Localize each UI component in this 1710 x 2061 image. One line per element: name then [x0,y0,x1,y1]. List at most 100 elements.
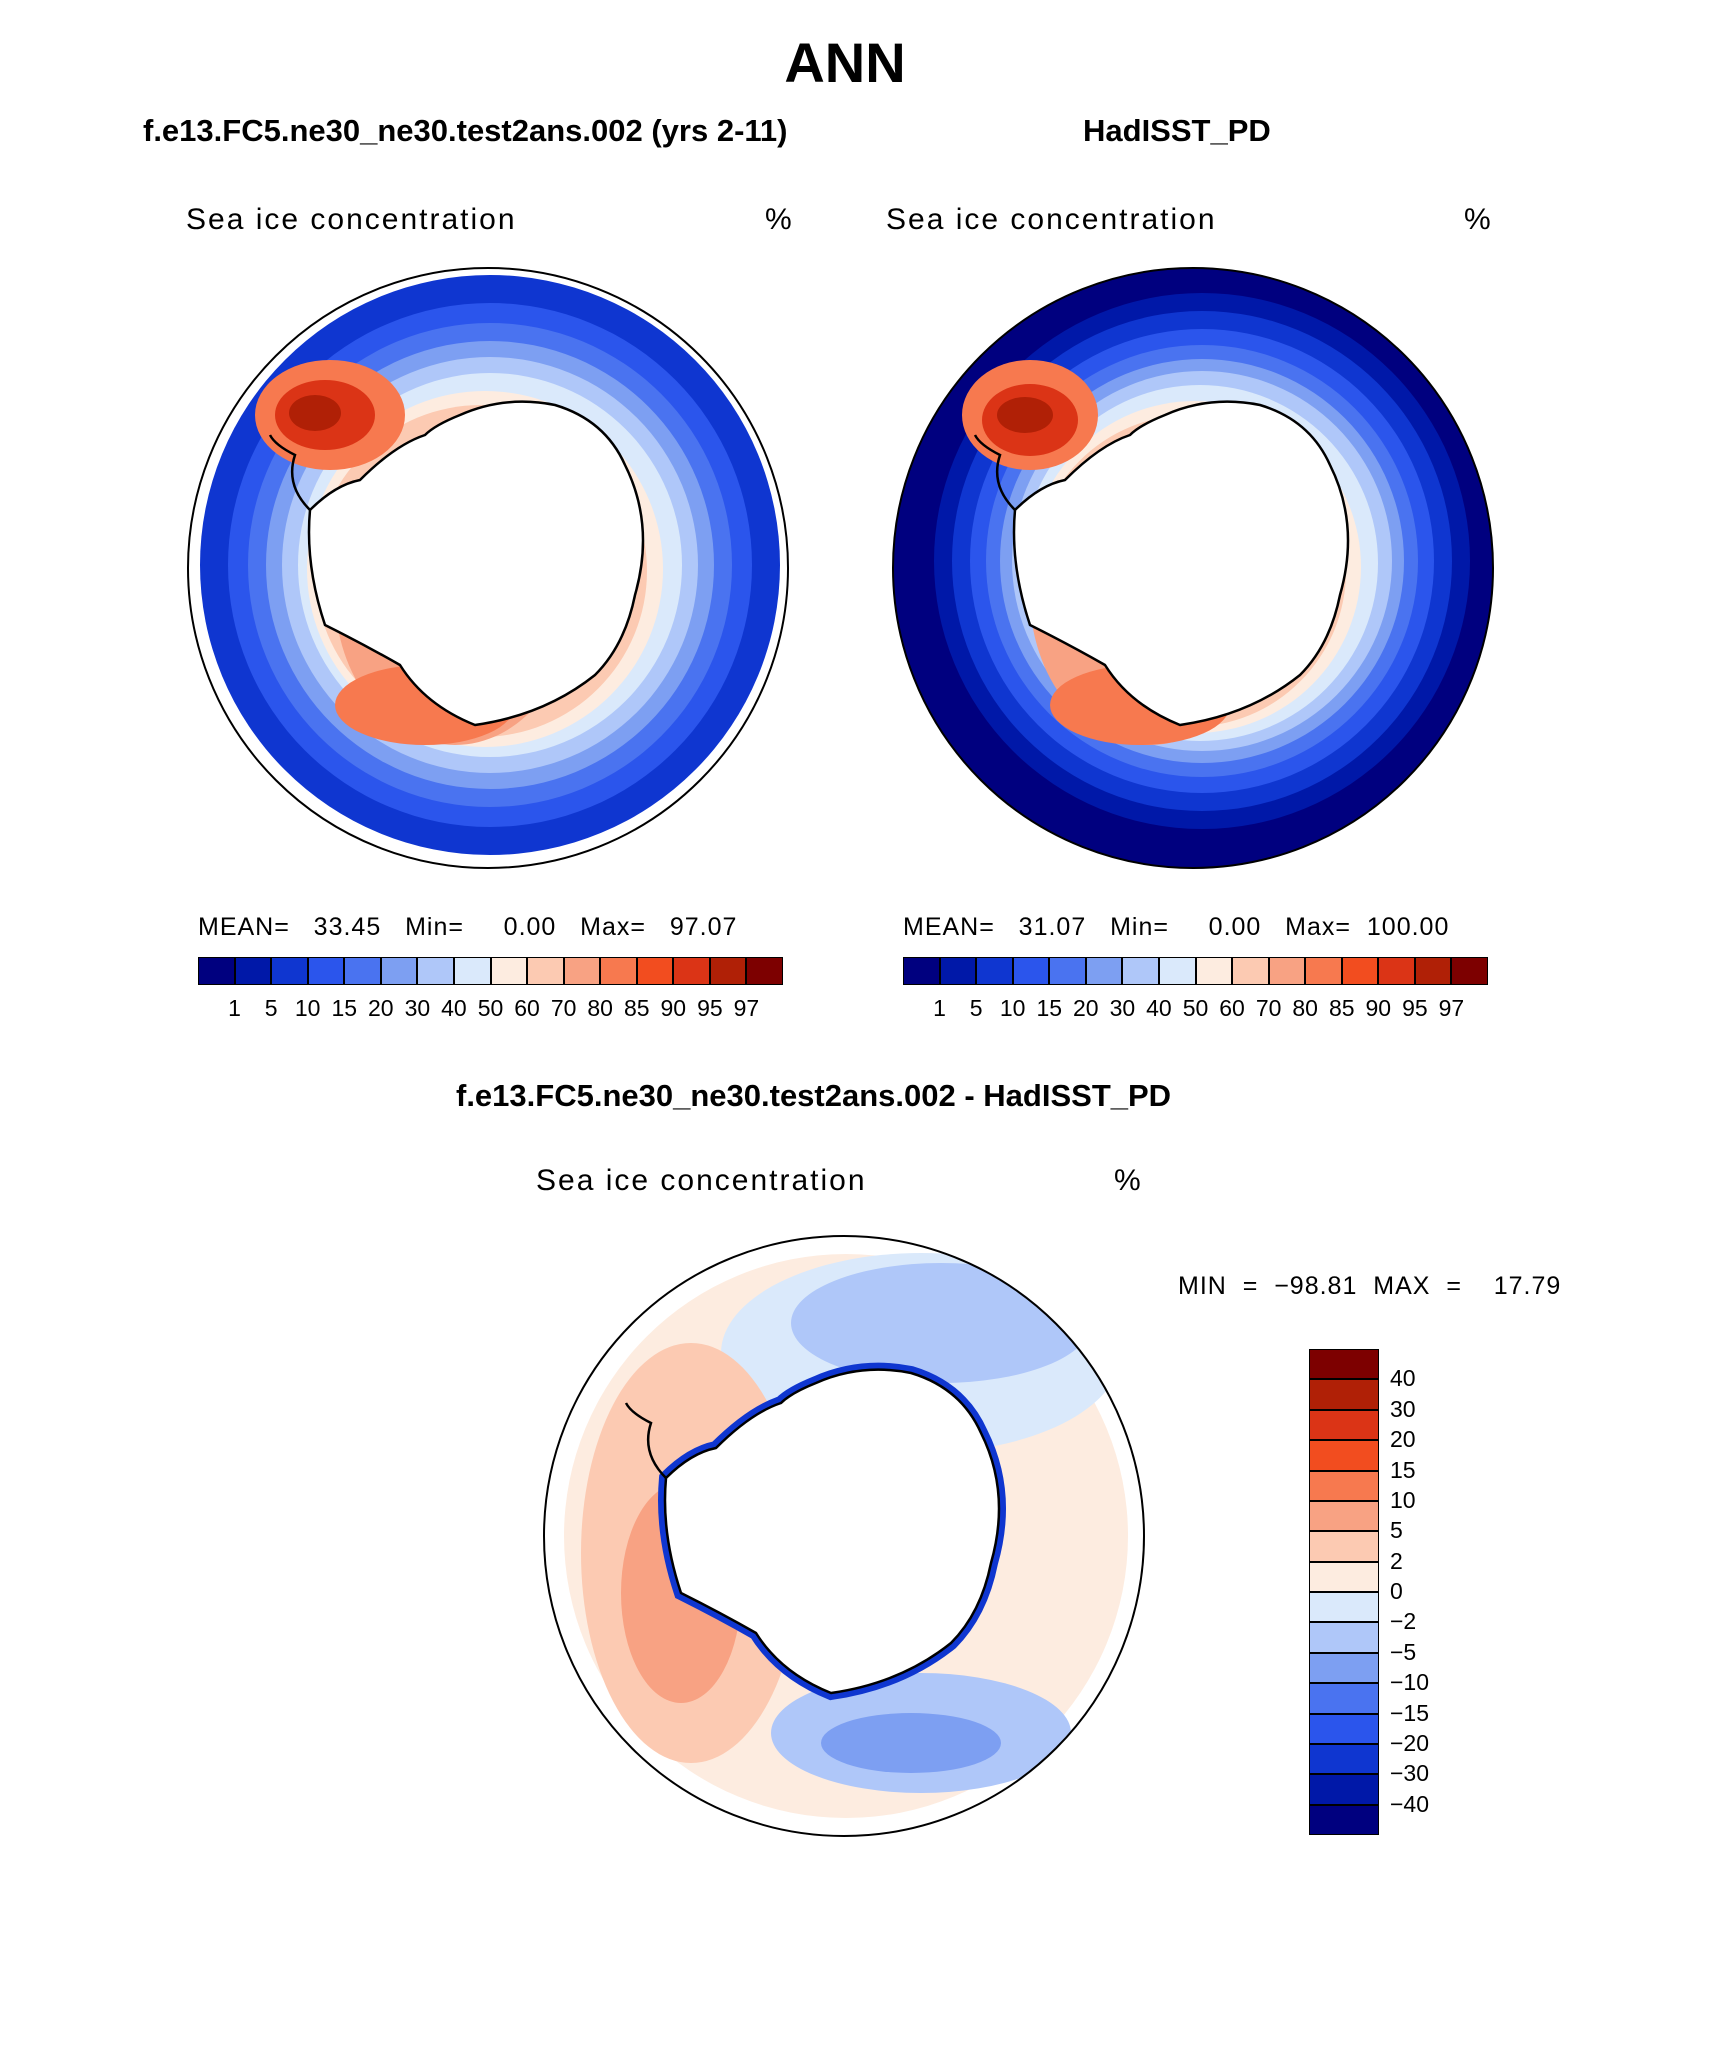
obs-colorbar-swatch [903,957,940,985]
model-colorbar-swatch [673,957,710,985]
diff-units-label: % [1114,1164,1143,1197]
diff-colorbar-swatch [1309,1409,1379,1441]
model-colorbar-tick-label: 15 [331,995,358,1021]
diff-colorbar-tick-label: 5 [1390,1517,1403,1544]
model-panel-heading: f.e13.FC5.ne30_ne30.test2ans.002 (yrs 2-… [143,113,788,148]
model-colorbar-tick-label: 1 [228,995,241,1021]
obs-colorbar-tick-label: 60 [1219,995,1245,1021]
model-colorbar-swatch [490,957,528,985]
model-colorbar-tick-label: 97 [733,995,760,1021]
diff-colorbar-swatch [1309,1531,1379,1562]
model-colorbar-tick-label: 30 [404,995,431,1021]
diff-colorbar-tick-label: −15 [1390,1699,1430,1726]
obs-colorbar [903,957,1488,987]
obs-colorbar-labels: 1 5 10 15 20 30 40 50 60 70 80 85 90 95 97 [903,995,1488,1025]
obs-colorbar-swatch [1085,957,1123,985]
model-colorbar-tick-label: 95 [697,995,723,1021]
model-colorbar-tick-label: 20 [368,995,394,1021]
model-colorbar-swatch [234,957,272,985]
model-variable-label: Sea ice concentration [186,203,517,236]
obs-colorbar-swatch [1122,957,1159,985]
model-stats: MEAN= 33.45 Min= 0.00 Max= 97.07 [198,913,738,941]
obs-panel-heading: HadISST_PD [1083,113,1271,148]
model-colorbar-swatch [453,957,491,985]
diff-colorbar [1309,1349,1379,1835]
obs-colorbar-tick-label: 30 [1109,995,1136,1021]
obs-colorbar-swatch [1012,957,1050,985]
model-colorbar-tick-label: 70 [550,995,577,1021]
obs-colorbar-tick-label: 10 [999,995,1026,1021]
diff-colorbar-swatch [1309,1561,1379,1592]
diff-colorbar-tick-label: 0 [1390,1578,1403,1604]
model-colorbar-tick-label: 60 [514,995,540,1021]
model-colorbar-swatch [563,957,601,985]
model-colorbar-tick-label: 50 [477,995,504,1021]
diff-colorbar-tick-label: −20 [1390,1729,1430,1756]
diff-colorbar-tick-label: −40 [1390,1790,1430,1817]
obs-colorbar-tick-label: 1 [933,995,946,1021]
obs-colorbar-tick-label: 80 [1292,995,1318,1021]
antarctica-landmass [307,400,645,727]
diff-colorbar-swatch [1309,1592,1379,1623]
diff-colorbar-tick-label: 10 [1390,1486,1416,1513]
obs-colorbar-tick-label: 85 [1328,995,1355,1021]
diff-colorbar-tick-label: 40 [1390,1365,1416,1392]
diff-colorbar-tick-label: 2 [1390,1547,1403,1574]
antarctica-landmass [663,1368,1001,1695]
diff-colorbar-swatch [1309,1622,1379,1653]
diff-colorbar-tick-label: −30 [1390,1760,1430,1787]
model-colorbar-swatch [344,957,381,985]
diff-colorbar-tick-label: 15 [1390,1456,1416,1483]
model-colorbar-swatch [380,957,418,985]
obs-colorbar-tick-label: 15 [1036,995,1063,1021]
diff-colorbar-tick-label: −2 [1390,1608,1417,1635]
diff-colorbar-tick-label: −5 [1390,1638,1417,1665]
model-colorbar-tick-label: 5 [264,995,278,1021]
diff-colorbar-swatch [1309,1379,1379,1410]
model-polar-map [187,267,789,869]
obs-stats: MEAN= 31.07 Min= 0.00 Max= 100.00 [903,913,1450,941]
diff-colorbar-swatch [1309,1349,1379,1380]
obs-colorbar-swatch [939,957,977,985]
model-colorbar-tick-label: 80 [587,995,613,1021]
obs-colorbar-swatch [1341,957,1379,985]
obs-colorbar-tick-label: 50 [1182,995,1209,1021]
diff-colorbar-swatch [1309,1713,1379,1744]
diff-colorbar-swatch [1309,1652,1379,1684]
diff-colorbar-swatch [1309,1743,1379,1775]
obs-colorbar-tick-label: 20 [1073,995,1099,1021]
model-colorbar-swatch [307,957,345,985]
diff-colorbar-swatch [1309,1470,1379,1501]
model-colorbar-swatch [271,957,308,985]
obs-colorbar-swatch [1414,957,1452,985]
obs-colorbar-swatch [1158,957,1196,985]
model-colorbar-swatch [527,957,564,985]
diff-colorbar-swatch [1309,1683,1379,1714]
model-colorbar-swatch [198,957,235,985]
obs-colorbar-swatch [1268,957,1306,985]
obs-colorbar-tick-label: 70 [1255,995,1282,1021]
obs-colorbar-swatch [976,957,1013,985]
obs-colorbar-swatch [1049,957,1086,985]
diff-colorbar-swatch [1309,1774,1379,1805]
obs-colorbar-swatch [1195,957,1233,985]
model-colorbar-swatch [746,957,783,985]
model-colorbar [198,957,783,987]
diff-colorbar-labels: 40 30 20 15 10 5 2 0 −2 −5 −10 −15 −20 −30 −40 [1390,1349,1470,1835]
model-colorbar-swatch [709,957,747,985]
diff-colorbar-tick-label: 20 [1390,1426,1416,1453]
model-colorbar-tick-label: 40 [441,995,467,1021]
figure-title: ANN [784,31,906,94]
obs-colorbar-swatch [1305,957,1342,985]
diff-colorbar-swatch [1309,1500,1379,1532]
obs-colorbar-swatch [1378,957,1415,985]
model-units-label: % [765,203,794,236]
obs-polar-map [892,267,1494,869]
model-colorbar-labels: 1 5 10 15 20 30 40 50 60 70 80 85 90 95 97 [198,995,783,1025]
antarctica-landmass [1012,400,1350,727]
obs-colorbar-swatch [1451,957,1488,985]
diff-colorbar-tick-label: −10 [1390,1669,1430,1696]
obs-colorbar-tick-label: 5 [969,995,983,1021]
obs-colorbar-tick-label: 95 [1402,995,1428,1021]
diff-colorbar-swatch [1309,1804,1379,1835]
